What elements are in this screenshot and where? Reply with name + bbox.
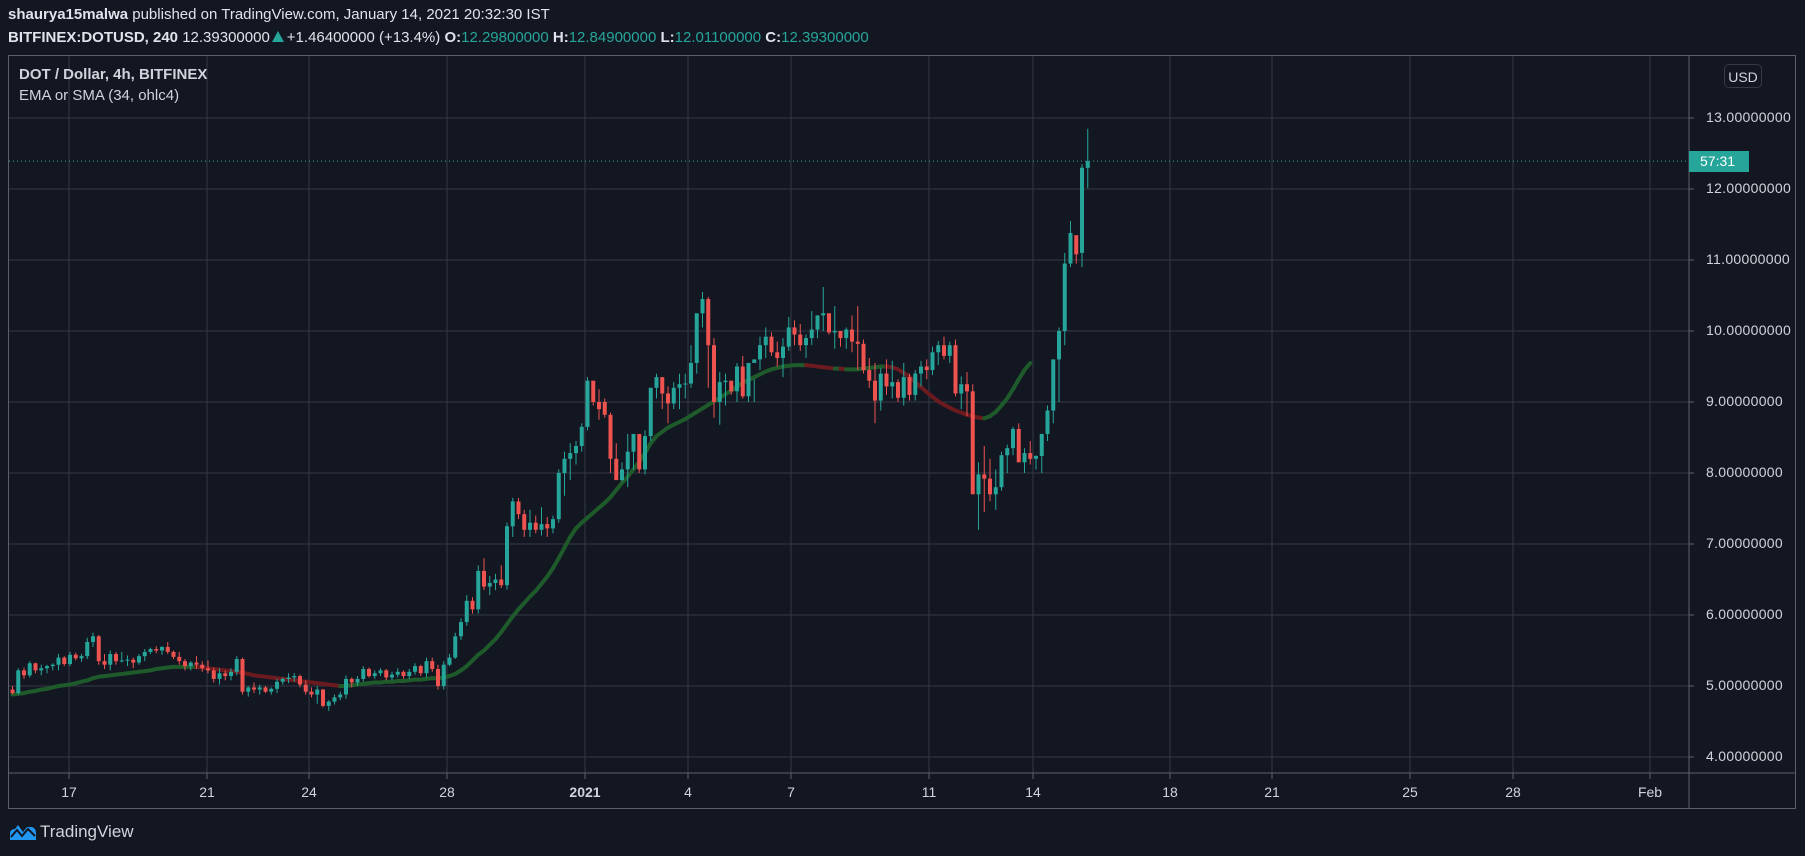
open-label: O: — [444, 29, 462, 46]
currency-button[interactable]: USD — [1724, 64, 1762, 88]
time-axis-label: 11 — [921, 784, 937, 800]
price-axis-label: 12.00000000 — [1706, 180, 1792, 196]
countdown-price-tag: 57:31 — [1689, 151, 1749, 173]
indicator-legend[interactable]: EMA or SMA (34, ohlc4) — [19, 87, 180, 104]
price-change: +1.46400000 (+13.4%) — [286, 29, 441, 46]
price-axis-label: 7.00000000 — [1706, 535, 1783, 551]
low-label: L: — [660, 29, 675, 46]
time-axis-label: 18 — [1162, 784, 1178, 800]
price-axis-label: 8.00000000 — [1706, 464, 1783, 480]
time-axis-label: 7 — [787, 784, 795, 800]
time-axis-label: 21 — [1264, 784, 1280, 800]
time-axis-label: 28 — [1505, 784, 1521, 800]
up-triangle-icon — [271, 31, 284, 42]
time-axis-label: 21 — [199, 784, 215, 800]
publish-info: shaurya15malwa published on TradingView.… — [8, 6, 550, 23]
time-axis-label: 2021 — [569, 784, 601, 800]
price-axis-label: 4.00000000 — [1706, 748, 1783, 764]
time-axis-label: 17 — [61, 784, 77, 800]
publisher-name: shaurya15malwa — [8, 6, 129, 23]
tradingview-logo-icon — [10, 825, 36, 840]
brand-name: TradingView — [40, 822, 134, 841]
price-axis-label: 9.00000000 — [1706, 393, 1783, 409]
price-axis-label: 13.00000000 — [1706, 109, 1792, 125]
time-axis-label: 28 — [439, 784, 455, 800]
time-axis-label: Feb — [1637, 784, 1663, 800]
price-axis-label: 10.00000000 — [1706, 322, 1792, 338]
close-label: C: — [765, 29, 782, 46]
price-axis-label: 11.00000000 — [1706, 251, 1791, 267]
time-axis-label: 25 — [1402, 784, 1418, 800]
symbol-label: BITFINEX:DOTUSD, 240 — [8, 29, 179, 46]
time-axis-label: 24 — [301, 784, 317, 800]
high-value: 12.84900000 — [568, 29, 657, 46]
symbol-info-bar: BITFINEX:DOTUSD, 240 12.39300000 +1.46400… — [8, 29, 869, 46]
chart-pane[interactable] — [8, 55, 1796, 809]
price-axis-label: 5.00000000 — [1706, 677, 1783, 693]
tradingview-brand[interactable]: TradingView — [8, 822, 134, 842]
last-price: 12.39300000 — [182, 29, 270, 46]
open-value: 12.29800000 — [461, 29, 549, 46]
time-axis-label: 14 — [1025, 784, 1041, 800]
close-value: 12.39300000 — [781, 29, 869, 46]
time-axis-label: 4 — [684, 784, 692, 800]
price-axis-label: 6.00000000 — [1706, 606, 1783, 622]
low-value: 12.01100000 — [674, 29, 762, 46]
chart-legend-title: DOT / Dollar, 4h, BITFINEX — [19, 66, 208, 83]
published-text: published on TradingView.com, January 14… — [132, 6, 550, 23]
high-label: H: — [552, 29, 569, 46]
